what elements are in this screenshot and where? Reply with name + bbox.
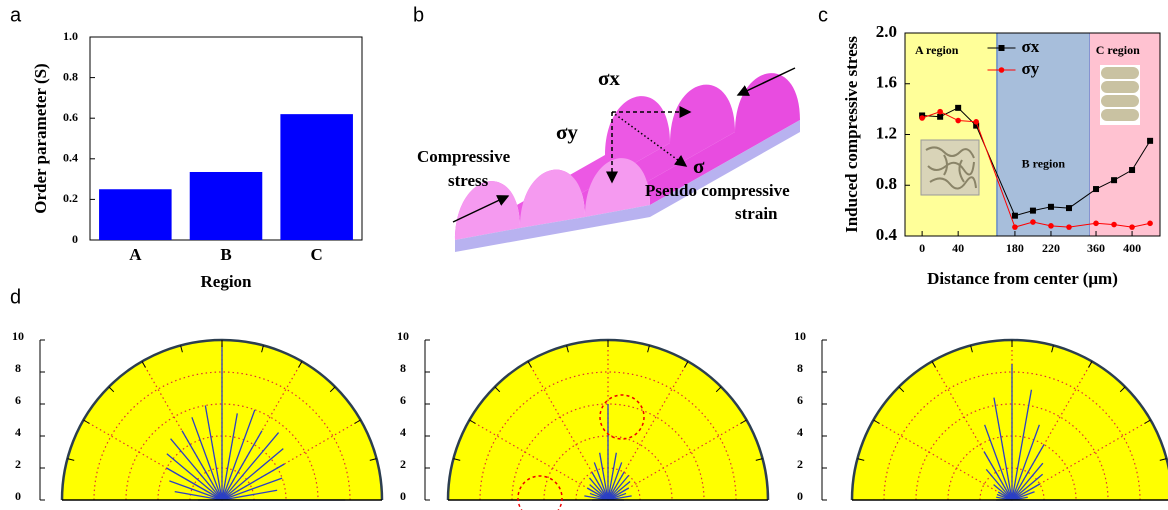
y-tick-label: 6 (15, 393, 21, 407)
y-tick-label: 1.2 (876, 123, 897, 142)
y-tick-label: 8 (15, 361, 21, 375)
y-tick-label: 8 (797, 361, 803, 375)
marker (1030, 219, 1036, 225)
y-axis-label: Order parameter (S) (31, 63, 50, 213)
y-tick-label: 0 (15, 489, 21, 503)
region (1090, 33, 1160, 236)
y-tick-label: 10 (397, 329, 409, 343)
marker (1066, 224, 1072, 230)
polar-background (852, 340, 1168, 500)
y-tick-label: 0.8 (63, 69, 78, 83)
inset-rod (1101, 67, 1139, 79)
y-tick-label: 8 (400, 361, 406, 375)
y-tick-label: 0.4 (63, 151, 78, 165)
y-tick-label: 0 (797, 489, 803, 503)
marker (937, 114, 943, 120)
marker (1129, 167, 1135, 173)
y-tick-label: 0 (72, 232, 78, 246)
legend-label: σx (1022, 37, 1040, 56)
diagram-label: Pseudo compressive (645, 181, 790, 200)
bar (99, 189, 172, 240)
y-tick-label: 4 (400, 425, 406, 439)
marker (1030, 208, 1036, 214)
marker (1012, 213, 1018, 219)
marker (1012, 224, 1018, 230)
bar (280, 114, 353, 240)
y-tick-label: 6 (400, 393, 406, 407)
y-tick-label: 0.6 (63, 110, 78, 124)
region-label: C region (1096, 43, 1140, 57)
marker (1111, 222, 1117, 228)
x-tick-label: 180 (1006, 241, 1024, 255)
diagram-label: Compressive (417, 147, 511, 166)
marker (1048, 204, 1054, 210)
x-tick-label: 0 (919, 241, 925, 255)
legend-marker (999, 67, 1005, 73)
x-tick-label: 400 (1123, 241, 1141, 255)
legend-label: σy (1022, 59, 1040, 78)
bar (190, 172, 263, 240)
region-label: A region (915, 43, 959, 57)
panel-label: c (818, 4, 828, 26)
x-tick-label: B (220, 245, 231, 264)
y-axis-label: Induced compressive stress (842, 36, 861, 233)
region-label: B region (1022, 156, 1066, 170)
y-tick-label: 1.6 (876, 73, 897, 92)
marker (1093, 186, 1099, 192)
marker (1147, 138, 1153, 144)
y-tick-label: 2 (15, 457, 21, 471)
marker (919, 115, 925, 121)
plots: 0 0.2 0.4 0.6 0.8 1.0 A B C Region Order parameter… (12, 22, 1168, 503)
sigma-x: σx (598, 66, 620, 90)
marker (1048, 223, 1054, 229)
y-tick-label: 10 (794, 329, 806, 343)
region (905, 33, 997, 236)
x-axis-label: Distance from center (μm) (927, 269, 1118, 288)
sigma: σ (693, 154, 705, 178)
y-tick-label: 2 (797, 457, 803, 471)
marker (937, 109, 943, 115)
panel-label: d (10, 286, 21, 308)
y-tick-label: 2 (400, 457, 406, 471)
marker (1129, 224, 1135, 230)
x-tick-label: 220 (1042, 241, 1060, 255)
legend-marker (999, 45, 1005, 51)
marker (1066, 205, 1072, 211)
x-axis-label: Region (201, 272, 253, 291)
inset-rod (1101, 81, 1139, 93)
figure: a b c d σx σy σ Compressive stress Pseud… (0, 0, 1168, 510)
y-tick-label: 4 (797, 425, 803, 439)
inset-rod (1101, 95, 1139, 107)
x-tick-label: C (311, 245, 323, 264)
inset-rod (1101, 109, 1139, 121)
marker (973, 119, 979, 125)
x-tick-label: A (129, 245, 142, 264)
marker (1093, 221, 1099, 227)
marker (1111, 177, 1117, 183)
y-tick-label: 0.2 (63, 191, 78, 205)
marker (1147, 221, 1153, 227)
panel-label: a (10, 4, 22, 26)
diagram-label: strain (735, 204, 778, 223)
diagram-label: stress (448, 171, 489, 190)
y-tick-label: 10 (12, 329, 24, 343)
diagram: σx σy σ Compressive stress Pseudo compre… (417, 66, 800, 252)
y-tick-label: 2.0 (876, 22, 897, 41)
x-tick-label: 40 (952, 241, 964, 255)
marker (955, 105, 961, 111)
y-tick-label: 0.8 (876, 174, 897, 193)
y-tick-label: 0.4 (876, 225, 898, 244)
x-tick-label: 360 (1087, 241, 1105, 255)
sigma-y: σy (556, 120, 578, 144)
y-tick-label: 6 (797, 393, 803, 407)
panel-label: b (413, 4, 424, 26)
y-tick-label: 4 (15, 425, 21, 439)
y-tick-label: 1.0 (63, 29, 78, 43)
marker (955, 118, 961, 124)
y-tick-label: 0 (400, 489, 406, 503)
